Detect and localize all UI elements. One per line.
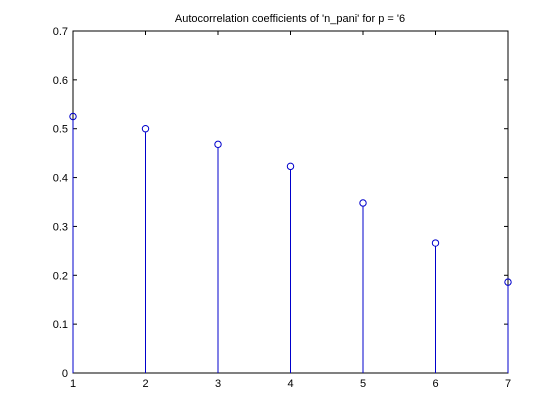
stem-marker xyxy=(359,199,367,207)
x-tick-label: 1 xyxy=(70,378,76,390)
y-tick-label: 0.7 xyxy=(53,26,68,38)
stem-series xyxy=(69,112,512,373)
stem-marker xyxy=(69,112,77,121)
x-tick-label: 3 xyxy=(215,378,221,390)
y-tick-label: 0.4 xyxy=(53,173,68,185)
y-tick-label: 0.3 xyxy=(53,221,68,233)
x-tick-label: 4 xyxy=(287,378,293,390)
x-tick-label: 2 xyxy=(142,378,148,390)
y-tick-label: 0.5 xyxy=(53,124,68,136)
stem-marker xyxy=(504,278,512,286)
stem-marker xyxy=(214,140,222,149)
x-tick-label: 7 xyxy=(505,378,511,390)
axis-ticks: 1 2 3 4 5 6 7 0 0.1 0.2 0.3 0.4 0.5 0.6 0.7 xyxy=(53,26,511,390)
stem-marker xyxy=(431,239,440,247)
y-tick-label: 0.2 xyxy=(53,270,68,282)
y-tick-label: 0.1 xyxy=(53,319,68,331)
stem-marker xyxy=(141,125,150,133)
x-tick-label: 5 xyxy=(360,378,366,390)
stem-marker xyxy=(286,162,295,171)
y-tick-label: 0.6 xyxy=(53,75,68,87)
x-tick-label: 6 xyxy=(432,378,438,390)
chart-title: Autocorrelation coefficients of 'n_pani'… xyxy=(175,13,405,25)
y-tick-label: 0 xyxy=(62,368,68,380)
